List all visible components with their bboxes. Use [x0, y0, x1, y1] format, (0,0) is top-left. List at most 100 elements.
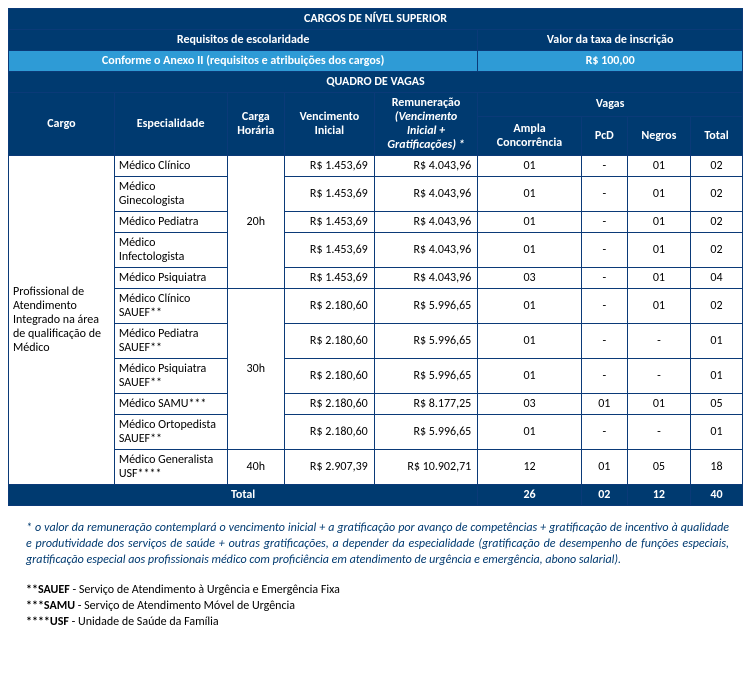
- table-row: Médico Infectologista R$ 1.453,69R$ 4.043…: [9, 233, 743, 268]
- footnote-usf-text: ****USF: [26, 615, 69, 629]
- total-cell: 01: [691, 359, 743, 394]
- espec-cell: Médico Clínico SAUEF**: [114, 289, 227, 324]
- table-row: Médico GinecologistaR$ 1.453,69R$ 4.043,…: [9, 177, 743, 212]
- total-cell: 02: [691, 233, 743, 268]
- footnote-usf: ****USF - Unidade de Saúde da Família: [26, 615, 743, 629]
- remu-cell: R$ 4.043,96: [374, 156, 478, 177]
- total-ampla: 26: [478, 485, 582, 506]
- espec-cell: Médico Psiquiatra SAUEF**: [114, 359, 227, 394]
- remu-cell: R$ 4.043,96: [374, 268, 478, 289]
- footnote-sauef: **SAUEF - Serviço de Atendimento à Urgên…: [26, 583, 743, 597]
- footnote-samu: ***SAMU - Serviço de Atendimento Móvel d…: [26, 599, 743, 613]
- ampla-cell: 01: [478, 177, 582, 212]
- col-vagas: Vagas: [478, 93, 743, 117]
- total-cell: 02: [691, 289, 743, 324]
- col-remu: Remuneração (Vencimento Inicial + Gratif…: [374, 93, 478, 156]
- col-cargo: Cargo: [9, 93, 115, 156]
- venc-cell: R$ 2.907,39: [285, 450, 375, 485]
- table-row: Médico Generalista USF****40hR$ 2.907,39…: [9, 450, 743, 485]
- pcd-cell: -: [581, 156, 627, 177]
- total-cell: 01: [691, 415, 743, 450]
- pcd-cell: -: [581, 177, 627, 212]
- remu-cell: R$ 5.996,65: [374, 289, 478, 324]
- table-row: Profissional de Atendimento Integrado na…: [9, 156, 743, 177]
- remu-cell: R$ 5.996,65: [374, 415, 478, 450]
- col-remu-l2: (Vencimento Inicial + Gratificações) *: [379, 110, 474, 152]
- total-label: Total: [9, 485, 478, 506]
- pcd-cell: -: [581, 359, 627, 394]
- venc-cell: R$ 2.180,60: [285, 359, 375, 394]
- remu-cell: R$ 5.996,65: [374, 324, 478, 359]
- cargo-cell: Profissional de Atendimento Integrado na…: [9, 156, 115, 485]
- col-pcd: PcD: [581, 116, 627, 155]
- footnotes: * o valor da remuneração contemplará o v…: [8, 520, 743, 629]
- total-total: 40: [691, 485, 743, 506]
- col-remu-l1: Remuneração: [392, 96, 461, 110]
- negros-cell: -: [627, 415, 690, 450]
- total-cell: 02: [691, 212, 743, 233]
- pcd-cell: -: [581, 268, 627, 289]
- negros-cell: 01: [627, 233, 690, 268]
- remu-cell: R$ 5.996,65: [374, 359, 478, 394]
- espec-cell: Médico Ginecologista: [114, 177, 227, 212]
- ampla-cell: 01: [478, 212, 582, 233]
- remu-cell: R$ 4.043,96: [374, 177, 478, 212]
- col-venc: Vencimento Inicial: [285, 93, 375, 156]
- venc-cell: R$ 1.453,69: [285, 156, 375, 177]
- ampla-cell: 01: [478, 324, 582, 359]
- negros-cell: 01: [627, 177, 690, 212]
- carga-cell: 20h: [227, 156, 285, 289]
- remu-cell: R$ 4.043,96: [374, 212, 478, 233]
- total-cell: 01: [691, 324, 743, 359]
- jobs-table: CARGOS DE NÍVEL SUPERIOR Requisitos de e…: [8, 8, 743, 506]
- req-value: Conforme o Anexo II (requisitos e atribu…: [9, 51, 478, 72]
- espec-cell: Médico Ortopedista SAUEF**: [114, 415, 227, 450]
- venc-cell: R$ 2.180,60: [285, 289, 375, 324]
- table-row: Médico Ortopedista SAUEF**R$ 2.180,60R$ …: [9, 415, 743, 450]
- ampla-cell: 01: [478, 233, 582, 268]
- ampla-cell: 01: [478, 415, 582, 450]
- col-negros: Negros: [627, 116, 690, 155]
- negros-cell: 01: [627, 394, 690, 415]
- espec-cell: Médico Psiquiatra: [114, 268, 227, 289]
- pcd-cell: -: [581, 233, 627, 268]
- col-espec: Especialidade: [114, 93, 227, 156]
- negros-cell: 01: [627, 212, 690, 233]
- venc-cell: R$ 2.180,60: [285, 324, 375, 359]
- total-pcd: 02: [581, 485, 627, 506]
- remu-cell: R$ 4.043,96: [374, 233, 478, 268]
- espec-cell: Médico SAMU***: [114, 394, 227, 415]
- pcd-cell: 01: [581, 394, 627, 415]
- table-row: Médico Clínico SAUEF**30hR$ 2.180,60R$ 5…: [9, 289, 743, 324]
- ampla-cell: 01: [478, 359, 582, 394]
- ampla-cell: 03: [478, 394, 582, 415]
- table-row: Médico Psiquiatra SAUEF** R$ 2.180,60R$ 5…: [9, 359, 743, 394]
- venc-cell: R$ 1.453,69: [285, 212, 375, 233]
- table-row: Médico PediatraR$ 1.453,69R$ 4.043,9601-…: [9, 212, 743, 233]
- remu-cell: R$ 8.177,25: [374, 394, 478, 415]
- espec-cell: Médico Pediatra SAUEF**: [114, 324, 227, 359]
- table-row: Médico Psiquiatra R$ 1.453,69R$ 4.043,96 0…: [9, 268, 743, 289]
- negros-cell: 01: [627, 289, 690, 324]
- footnote-primary: * o valor da remuneração contemplará o v…: [26, 520, 729, 569]
- table-row: Médico Pediatra SAUEF** R$ 2.180,60R$ 5.9…: [9, 324, 743, 359]
- fee-label: Valor da taxa de inscrição: [478, 30, 743, 51]
- ampla-cell: 01: [478, 156, 582, 177]
- espec-cell: Médico Clínico: [114, 156, 227, 177]
- venc-cell: R$ 2.180,60: [285, 394, 375, 415]
- venc-cell: R$ 1.453,69: [285, 233, 375, 268]
- table-body: Profissional de Atendimento Integrado na…: [9, 156, 743, 485]
- venc-cell: R$ 1.453,69: [285, 268, 375, 289]
- col-carga: Carga Horária: [227, 93, 285, 156]
- negros-cell: 05: [627, 450, 690, 485]
- espec-cell: Médico Infectologista: [114, 233, 227, 268]
- total-cell: 18: [691, 450, 743, 485]
- col-total: Total: [691, 116, 743, 155]
- total-cell: 02: [691, 177, 743, 212]
- title: CARGOS DE NÍVEL SUPERIOR: [9, 9, 743, 30]
- col-ampla: Ampla Concorrência: [478, 116, 582, 155]
- total-cell: 04: [691, 268, 743, 289]
- negros-cell: 01: [627, 156, 690, 177]
- pcd-cell: -: [581, 324, 627, 359]
- footnote-sauef-text: **SAUEF: [26, 583, 70, 597]
